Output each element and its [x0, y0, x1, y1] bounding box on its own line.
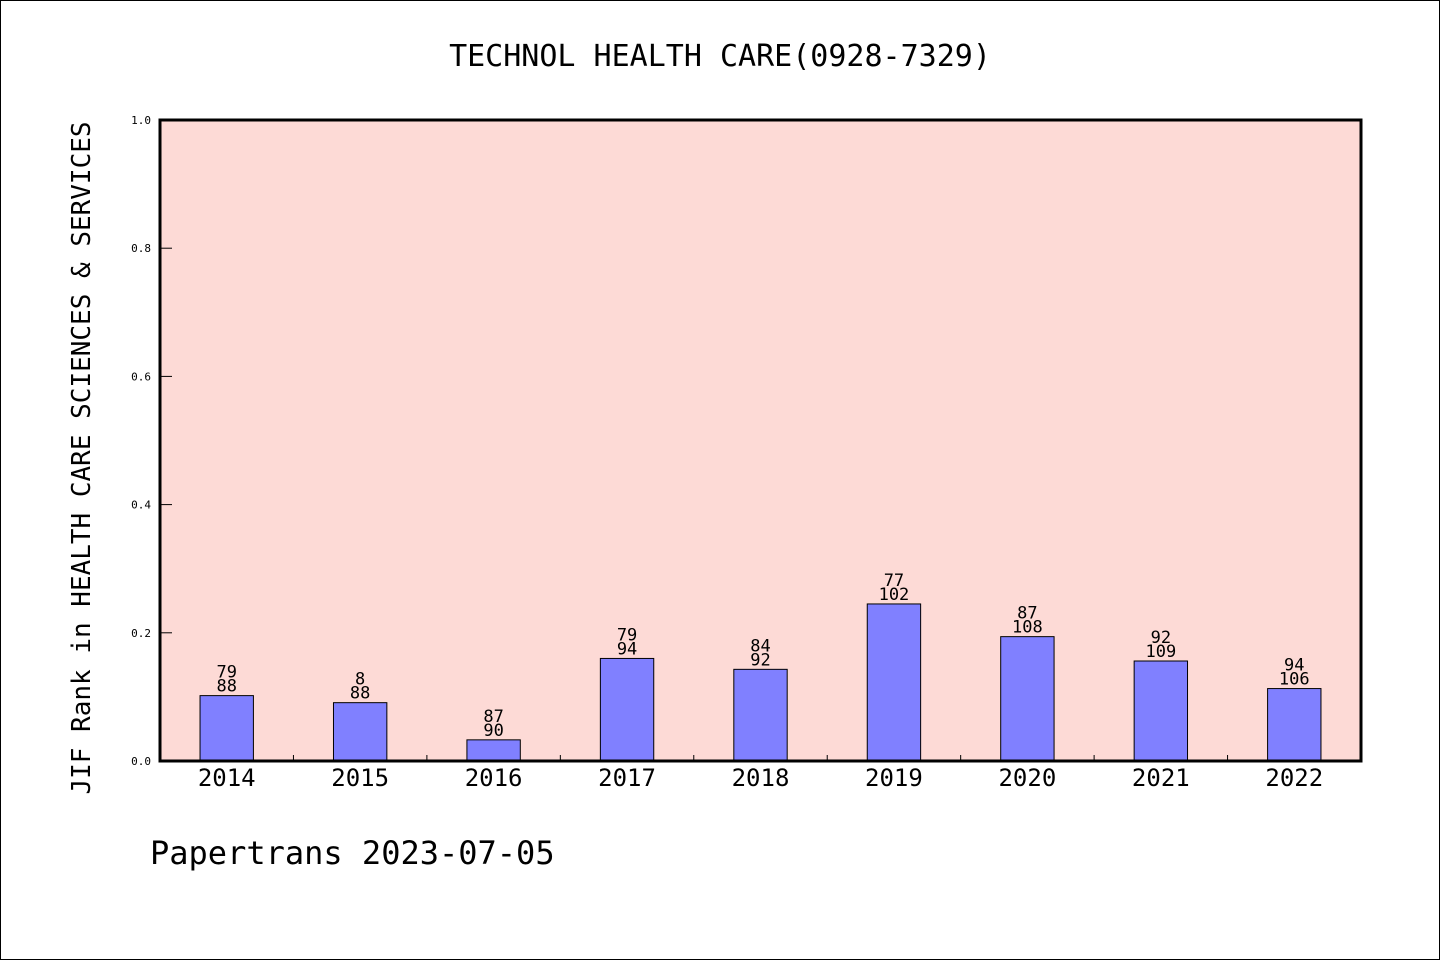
x-tick-label: 2015: [331, 764, 389, 792]
y-axis: 0.0 0.2 0.4 0.6 0.8 1.0: [131, 114, 172, 768]
y-tick-label: 0.2: [131, 627, 151, 640]
bar-label-total: 106: [1279, 670, 1310, 690]
bar-2020: [1000, 636, 1055, 762]
x-tick-label: 2014: [198, 764, 256, 792]
bar-label-rank: 79: [216, 663, 236, 683]
bar-2019: [866, 603, 922, 762]
y-tick-label: 0.0: [131, 755, 151, 768]
y-axis-label: JIF Rank in HEALTH CARE SCIENCES & SERVI…: [67, 121, 97, 794]
footer-credit: Papertrans 2023-07-05: [150, 834, 555, 872]
bar-label-total: 102: [879, 585, 910, 605]
bar-2018: [733, 668, 788, 762]
bar-label-total: 109: [1145, 642, 1176, 662]
bar-2022: [1267, 688, 1322, 762]
y-tick-label: 0.6: [131, 370, 151, 383]
chart-title: TECHNOL HEALTH CARE(0928-7329): [449, 39, 991, 74]
x-tick-label: 2017: [598, 764, 656, 792]
bar-label-rank: 8: [355, 670, 365, 690]
x-tick-label: 2021: [1132, 764, 1190, 792]
bar-label-rank: 77: [884, 571, 904, 591]
x-tick-label: 2016: [465, 764, 523, 792]
bar-label-rank: 79: [617, 625, 637, 645]
bar-label-total: 94: [617, 639, 637, 659]
bar-label-rank: 87: [483, 707, 503, 727]
bar-label-rank: 94: [1284, 656, 1304, 676]
x-tick-label: 2018: [732, 764, 790, 792]
x-axis: 2014 2015 2016 2017 2018 2019 2020 2021 2022: [198, 755, 1323, 792]
bar-label-total: 90: [483, 721, 503, 741]
plot-area: [160, 120, 1361, 761]
bar-series: [199, 603, 1322, 762]
bar-label-total: 88: [350, 684, 370, 704]
x-tick-label: 2019: [865, 764, 923, 792]
bar-label-total: 108: [1012, 618, 1043, 638]
bar-label-total: 92: [750, 650, 770, 670]
y-tick-label: 0.8: [131, 242, 151, 255]
bar-2016: [466, 739, 521, 762]
bar-label-total: 88: [216, 677, 236, 697]
x-tick-label: 2020: [998, 764, 1056, 792]
plot-frame: [158, 118, 1363, 763]
bar-2014: [199, 695, 254, 762]
bar-label-rank: 92: [1151, 628, 1171, 648]
bar-2017: [599, 657, 655, 762]
y-tick-label: 0.4: [131, 499, 151, 512]
bar-label-rank: 84: [750, 636, 770, 656]
x-tick-label: 2022: [1265, 764, 1323, 792]
bar-2021: [1133, 660, 1189, 762]
bar-label-rank: 87: [1017, 604, 1037, 624]
bar-2015: [332, 702, 388, 762]
y-tick-label: 1.0: [131, 114, 151, 127]
